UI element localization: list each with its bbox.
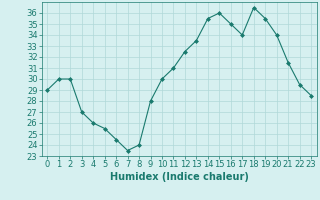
X-axis label: Humidex (Indice chaleur): Humidex (Indice chaleur) xyxy=(110,172,249,182)
